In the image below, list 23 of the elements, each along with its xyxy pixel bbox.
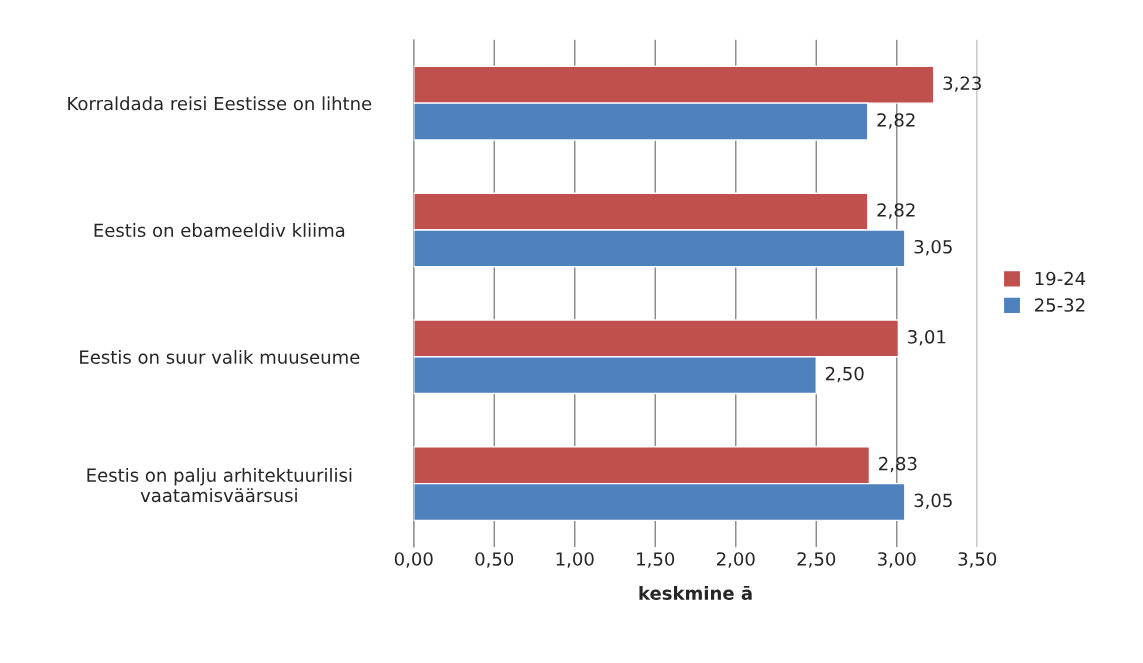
x-axis-title: keskmine ā [639, 585, 752, 600]
data-label: 2,50 [825, 366, 864, 383]
y-tick-label: Eestis on ebameeldiv kliima [94, 223, 345, 238]
x-tick-label: 1,00 [556, 552, 594, 568]
data-label: 2,82 [877, 203, 915, 219]
x-tick-label: 0,00 [394, 552, 433, 568]
data-label: 3,05 [914, 239, 952, 256]
x-tick-label: 0,50 [475, 552, 514, 568]
y-tick-label: Eestis on suur valik muuseume [80, 349, 360, 364]
x-tick-label: 1,50 [637, 552, 675, 568]
legend-label: 25-32 [1035, 298, 1085, 312]
data-label: 3,23 [943, 76, 981, 92]
y-tick-label: Korraldada reisi Eestisse on lihtne [68, 96, 372, 111]
y-tick-label: Eestis on palju arhitektuurilisi vaatamisväärsusi [87, 467, 352, 503]
data-label: 3,01 [908, 329, 946, 346]
x-tick-label: 3,00 [878, 552, 916, 568]
x-tick-label: 2,00 [716, 552, 755, 568]
x-tick-label: 3,50 [958, 552, 997, 568]
x-tick-label: 2,50 [797, 552, 836, 568]
data-label: 2,82 [877, 113, 915, 129]
legend-label: 19-24 [1035, 271, 1086, 286]
data-label: 2,83 [879, 456, 917, 473]
data-label: 3,05 [914, 493, 952, 510]
